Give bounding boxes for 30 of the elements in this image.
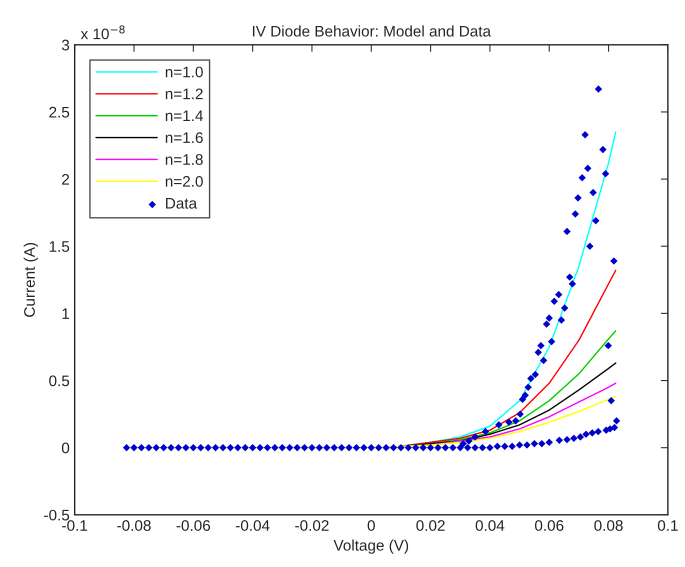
legend-label: n=1.0 bbox=[166, 66, 203, 78]
y-tick-label: -0.5 bbox=[44, 510, 70, 521]
y-tick-label: 0 bbox=[62, 442, 70, 454]
x-tick-label: 0 bbox=[368, 520, 375, 531]
x-tick-label: 0.08 bbox=[594, 520, 623, 531]
x-tick-label: -0.1 bbox=[62, 520, 88, 531]
x-tick-label: 0.06 bbox=[534, 520, 564, 531]
legend-label: n=1.2 bbox=[166, 88, 203, 100]
x-axis-title: Voltage (V) bbox=[334, 539, 408, 554]
chart-title: IV Diode Behavior: Model and Data bbox=[252, 25, 492, 37]
legend-label: n=1.4 bbox=[166, 110, 204, 122]
legend-label: n=1.8 bbox=[166, 154, 203, 165]
x-tick-label: -0.06 bbox=[176, 520, 210, 531]
legend-label: Data bbox=[166, 198, 198, 209]
x-tick-label: -0.08 bbox=[117, 520, 151, 531]
text: x 10$^{−8}$ bbox=[80, 25, 125, 40]
y-tick-label: 0.5 bbox=[49, 375, 70, 386]
y-tick-label: 1 bbox=[62, 308, 70, 319]
x-tick-label: -0.04 bbox=[236, 520, 270, 531]
y-tick-label: 1.5 bbox=[50, 241, 70, 252]
x-tick-label: -0.02 bbox=[295, 520, 329, 531]
y-tick-label: 3 bbox=[62, 40, 70, 50]
x-tick-label: 0.1 bbox=[658, 520, 678, 531]
x-tick-label: 0.02 bbox=[416, 520, 445, 531]
y-tick-label: 2 bbox=[62, 174, 70, 185]
y-tick-label: 2.5 bbox=[49, 106, 70, 118]
legend-label: n=2.0 bbox=[166, 176, 203, 187]
y-axis-title: Current (A) bbox=[24, 242, 38, 317]
x-tick-label: 0.04 bbox=[476, 520, 504, 531]
legend-label: n=1.6 bbox=[166, 132, 203, 144]
